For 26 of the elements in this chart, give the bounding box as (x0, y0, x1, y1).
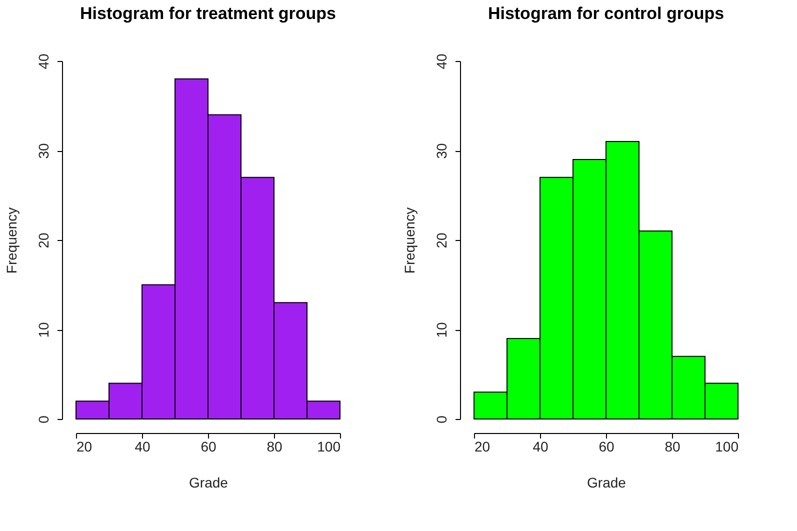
y-tick-label: 30 (36, 143, 52, 159)
x-tick-label: 20 (76, 438, 92, 454)
y-tick-label: 0 (434, 415, 450, 424)
x-tick-label: 40 (134, 438, 150, 454)
chart-title: Histogram for treatment groups (80, 4, 336, 24)
y-tick-label: 30 (434, 143, 450, 159)
x-tick-label: 20 (474, 438, 490, 454)
x-tick-label: 80 (664, 438, 680, 454)
x-tick-label: 100 (317, 438, 341, 454)
x-axis-title: Grade (587, 474, 626, 490)
y-tick-label: 20 (36, 232, 52, 248)
y-axis-title: Frequency (402, 207, 418, 274)
x-tick-label: 80 (266, 438, 282, 454)
x-axis-title: Grade (189, 474, 228, 490)
x-tick-label: 60 (598, 438, 614, 454)
y-tick-label: 20 (434, 232, 450, 248)
x-tick-label: 100 (715, 438, 739, 454)
y-tick-label: 0 (36, 415, 52, 424)
y-tick-label: 10 (36, 322, 52, 338)
y-axis-title: Frequency (4, 207, 20, 274)
y-tick-label: 40 (434, 54, 450, 70)
chart-title: Histogram for control groups (488, 4, 724, 24)
x-tick-label: 60 (200, 438, 216, 454)
y-tick-label: 40 (36, 54, 52, 70)
y-tick-label: 10 (434, 322, 450, 338)
x-tick-label: 40 (532, 438, 548, 454)
